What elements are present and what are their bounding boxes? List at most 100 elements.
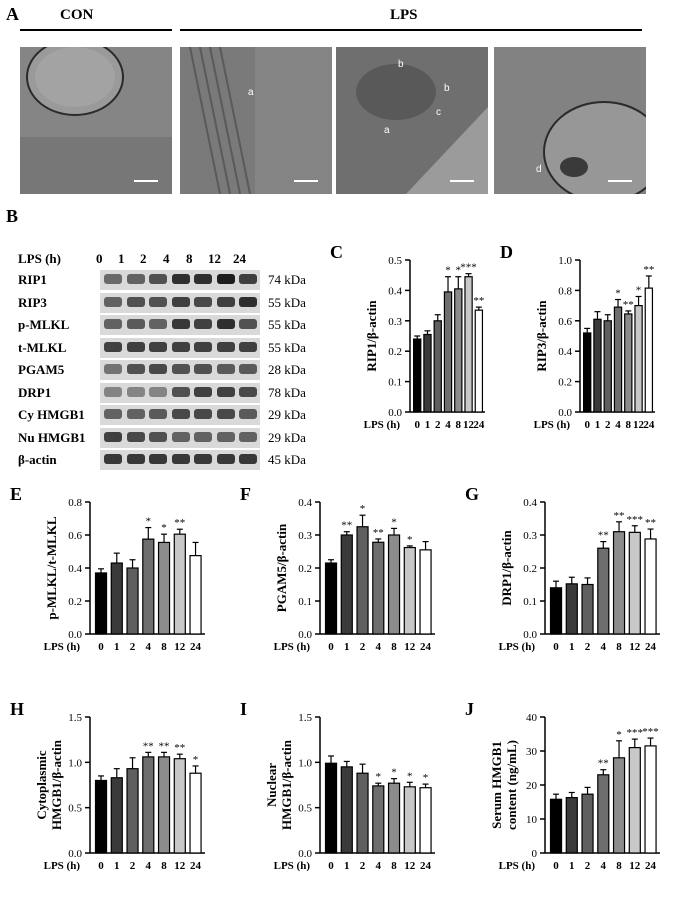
- x-tick-label: 2: [605, 419, 611, 431]
- y-tick-label: 10: [526, 814, 538, 826]
- y-tick-label: 0.4: [298, 497, 312, 509]
- blot-band: [149, 454, 167, 464]
- bar: [644, 287, 654, 413]
- panel-h-label: H: [10, 699, 24, 719]
- western-blot: LPS (h) 0 1 2 4 8 12 24 RIP1 74 kDa RIP3 55 kDa p-…: [18, 251, 318, 476]
- blot-label-4: PGAM5: [18, 362, 65, 377]
- em-micrograph-lps-2: b b c a: [336, 47, 488, 194]
- bar: [372, 541, 385, 635]
- significance-mark: ***: [460, 262, 477, 274]
- bar: [324, 562, 338, 635]
- y-axis-title-line2: HMGB1/β-actin: [49, 739, 64, 830]
- blot-band: [104, 386, 122, 397]
- blot-strip-1: [100, 292, 260, 313]
- blot-band: [171, 341, 190, 352]
- bar: [464, 276, 473, 413]
- significance-mark: *: [615, 288, 621, 300]
- y-tick-label: 30: [526, 746, 538, 758]
- blot-band: [171, 386, 190, 397]
- blot-band: [171, 364, 190, 374]
- x-tick-label: 8: [456, 419, 462, 431]
- bar: [612, 757, 626, 854]
- blot-kda-7: 29 kDa: [268, 429, 306, 445]
- x-axis-title: LPS (h): [274, 860, 311, 872]
- blot-band: [149, 409, 167, 419]
- blot-band: [194, 454, 212, 464]
- arrow-label-b: b: [444, 83, 450, 94]
- y-tick-label: 0.4: [558, 346, 572, 358]
- bar: [142, 756, 155, 854]
- bar: [412, 338, 422, 413]
- y-tick-label: 0.8: [68, 497, 82, 509]
- x-tick-label: 2: [360, 641, 366, 653]
- x-tick-label: 4: [615, 419, 621, 431]
- y-tick-label: 1.0: [298, 757, 312, 769]
- bar: [403, 546, 416, 635]
- y-axis-title: RIP3/β-actin: [534, 300, 549, 372]
- x-tick-label: 1: [114, 860, 120, 872]
- x-tick-label: 1: [569, 860, 575, 872]
- em-micrograph-lps-1: a: [180, 47, 332, 194]
- x-tick-label: 8: [626, 419, 632, 431]
- bar: [419, 787, 432, 854]
- bar: [324, 762, 338, 854]
- blot-band: [216, 296, 235, 307]
- bar: [372, 785, 385, 854]
- y-tick-label: 0.3: [388, 316, 402, 328]
- bar: [356, 526, 369, 635]
- blot-strip-2: [100, 315, 260, 335]
- x-tick-label: 24: [473, 419, 485, 431]
- blot-band: [126, 386, 145, 397]
- bar: [157, 756, 171, 854]
- significance-mark: **: [598, 530, 609, 542]
- significance-mark: **: [645, 517, 656, 529]
- arrow-label-b: b: [398, 59, 404, 70]
- bar: [110, 562, 123, 635]
- bar: [581, 583, 594, 635]
- y-tick-label: 0.5: [68, 803, 82, 815]
- x-tick-label: 2: [585, 860, 591, 872]
- bar: [173, 533, 186, 635]
- significance-mark: **: [598, 758, 609, 770]
- panel-d-label: D: [500, 242, 513, 262]
- x-tick-label: 4: [376, 860, 382, 872]
- panel-c-label: C: [330, 242, 343, 262]
- blot-band: [126, 319, 145, 329]
- y-tick-label: 0.1: [523, 596, 537, 608]
- y-tick-label: 0.0: [523, 629, 537, 641]
- y-tick-label: 20: [526, 780, 538, 792]
- blot-band: [104, 409, 122, 419]
- bar: [387, 534, 401, 635]
- significance-mark: **: [643, 264, 654, 276]
- blot-band: [149, 341, 167, 352]
- y-tick-label: 0.0: [68, 629, 82, 641]
- bar: [565, 583, 578, 635]
- x-axis-title: LPS (h): [534, 419, 571, 431]
- bar: [387, 782, 401, 854]
- blot-band: [239, 431, 257, 442]
- y-axis-title-line2: HMGB1/β-actin: [279, 739, 294, 830]
- significance-mark: ***: [642, 726, 659, 738]
- blot-band: [104, 341, 122, 352]
- x-tick-label: 12: [633, 419, 645, 431]
- blot-band: [104, 454, 122, 464]
- y-tick-label: 0.4: [523, 497, 537, 509]
- y-tick-label: 0.1: [298, 596, 312, 608]
- bar: [612, 531, 626, 635]
- x-tick-label: 24: [645, 641, 657, 653]
- significance-mark: **: [341, 520, 352, 532]
- y-tick-label: 1.5: [68, 712, 82, 724]
- bar: [94, 572, 108, 635]
- arrow-label-c: c: [436, 107, 441, 118]
- panel-j-label: J: [465, 699, 474, 719]
- significance-mark: *: [146, 516, 152, 528]
- blot-label-2: p-MLKL: [18, 317, 70, 332]
- blot-band: [149, 296, 167, 307]
- x-axis-title: LPS (h): [499, 641, 536, 653]
- significance-mark: *: [360, 503, 366, 515]
- blot-band: [239, 386, 257, 397]
- y-axis-title: DRP1/β-actin: [499, 530, 514, 606]
- blot-band: [216, 274, 235, 284]
- blot-kda-5: 78 kDa: [268, 384, 306, 400]
